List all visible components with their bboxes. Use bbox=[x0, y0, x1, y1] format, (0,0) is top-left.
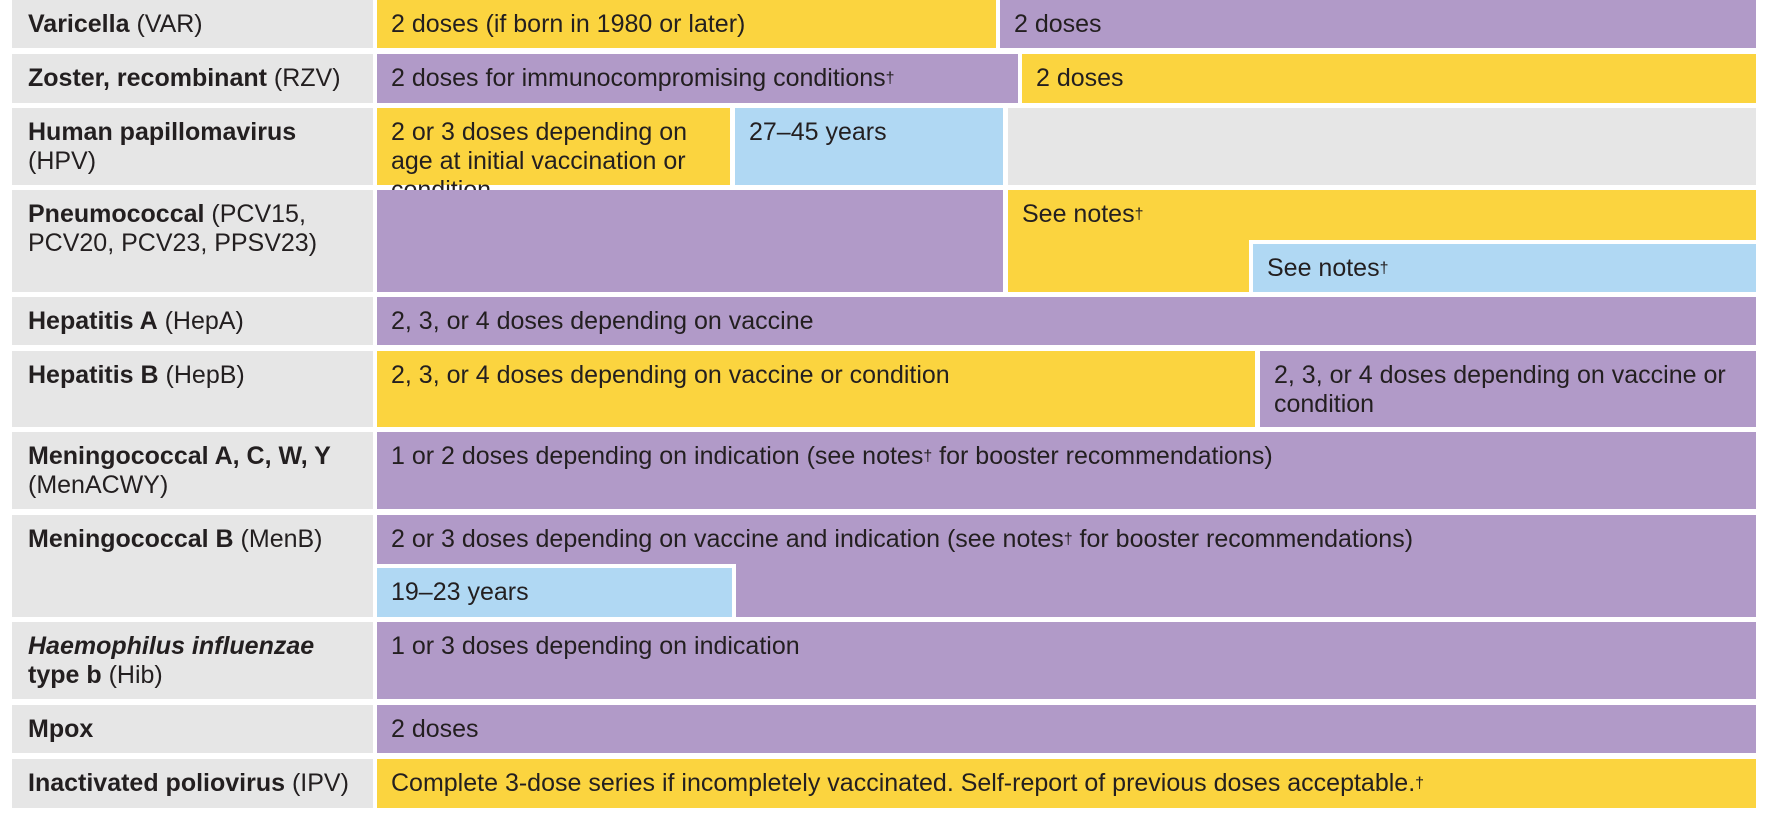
schedule-cell-shared: 27–45 years bbox=[735, 108, 1003, 185]
vaccine-abbreviation: (VAR) bbox=[136, 10, 203, 38]
dagger-footnote: † bbox=[1415, 775, 1425, 792]
cell-text: 1 or 3 doses depending on indication bbox=[391, 632, 800, 660]
table-row-varicella: Varicella (VAR) 2 doses (if born in 1980… bbox=[0, 0, 1773, 48]
table-row-pneumococcal: Pneumococcal (PCV15, PCV20, PCV23, PPSV2… bbox=[0, 190, 1773, 292]
schedule-cell-condition bbox=[377, 190, 1003, 292]
schedule-cell-shared: 19–23 years bbox=[373, 564, 736, 617]
vaccine-name: Meningococcal A, C, W, Y bbox=[28, 442, 331, 470]
vaccine-abbreviation: (HepA) bbox=[164, 307, 244, 335]
cell-text: 2 or 3 doses depending on age at initial… bbox=[391, 118, 688, 204]
vaccine-abbreviation: (HepB) bbox=[165, 361, 245, 389]
dagger-footnote: † bbox=[923, 448, 933, 465]
table-row-zoster: Zoster, recombinant (RZV) 2 doses for im… bbox=[0, 54, 1773, 103]
cell-text: for booster recommendations) bbox=[932, 442, 1273, 470]
vaccine-name-menacwy: Meningococcal A, C, W, Y (MenACWY) bbox=[12, 432, 373, 509]
vaccine-name: Haemophilus influenzae bbox=[28, 632, 315, 660]
vaccine-name: Meningococcal B bbox=[28, 525, 234, 553]
cell-text: 2 or 3 doses depending on vaccine and in… bbox=[391, 525, 1064, 553]
cell-text: 27–45 years bbox=[749, 118, 887, 146]
vaccine-name: Hepatitis B bbox=[28, 361, 159, 389]
schedule-cell-condition: 2, 3, or 4 doses depending on vaccine bbox=[377, 297, 1756, 345]
dagger-footnote: † bbox=[1063, 531, 1073, 548]
cell-text: See notes bbox=[1022, 200, 1135, 228]
vaccine-name-hib: Haemophilus influenzae type b (Hib) bbox=[12, 622, 373, 699]
table-row-hepatitis-b: Hepatitis B (HepB) 2, 3, or 4 doses depe… bbox=[0, 351, 1773, 427]
vaccine-name-varicella: Varicella (VAR) bbox=[12, 0, 373, 48]
vaccine-name-ipv: Inactivated poliovirus (IPV) bbox=[12, 759, 373, 808]
vaccine-abbreviation: (MenACWY) bbox=[28, 471, 169, 499]
vaccine-abbreviation: (Hib) bbox=[108, 661, 163, 689]
cell-text: 19–23 years bbox=[391, 578, 529, 606]
vaccine-abbreviation: (HPV) bbox=[28, 147, 97, 175]
vaccine-name-pneumococcal: Pneumococcal (PCV15, PCV20, PCV23, PPSV2… bbox=[12, 190, 373, 292]
vaccine-name: Mpox bbox=[28, 715, 94, 743]
cell-text: 2 doses bbox=[1036, 64, 1124, 92]
cell-text: 2 doses for immunocompromising condition… bbox=[391, 64, 886, 92]
vaccine-name: Varicella bbox=[28, 10, 130, 38]
schedule-cell-condition: 2 doses for immunocompromising condition… bbox=[377, 54, 1018, 103]
vaccine-name-hepatitis-a: Hepatitis A (HepA) bbox=[12, 297, 373, 345]
cell-text: 2, 3, or 4 doses depending on vaccine bbox=[391, 307, 814, 335]
cell-text: See notes bbox=[1267, 254, 1380, 282]
dagger-footnote: † bbox=[1134, 206, 1144, 223]
vaccine-name-zoster: Zoster, recombinant (RZV) bbox=[12, 54, 373, 103]
vaccine-abbreviation: (MenB) bbox=[240, 525, 323, 553]
schedule-cell-routine: Complete 3-dose series if incompletely v… bbox=[377, 759, 1756, 808]
cell-text: 2, 3, or 4 doses depending on vaccine or… bbox=[1274, 361, 1726, 418]
cell-text: 1 or 2 doses depending on indication (se… bbox=[391, 442, 924, 470]
schedule-cell-condition: 1 or 2 doses depending on indication (se… bbox=[377, 432, 1756, 509]
table-row-hib: Haemophilus influenzae type b (Hib) 1 or … bbox=[0, 622, 1773, 699]
schedule-cell-routine: 2 doses (if born in 1980 or later) bbox=[377, 0, 996, 48]
vaccine-name-hepatitis-b: Hepatitis B (HepB) bbox=[12, 351, 373, 427]
cell-text: for booster recommendations) bbox=[1072, 525, 1414, 553]
table-row-mpox: Mpox 2 doses bbox=[0, 705, 1773, 753]
schedule-cell-routine: 2 or 3 doses depending on age at initial… bbox=[377, 108, 730, 204]
vaccine-name: Zoster, recombinant bbox=[28, 64, 267, 92]
table-row-menb: Meningococcal B (MenB) 2 or 3 doses depe… bbox=[0, 515, 1773, 617]
schedule-cell-condition: 2 doses bbox=[1000, 0, 1756, 48]
schedule-cell-condition: 1 or 3 doses depending on indication bbox=[377, 622, 1756, 699]
table-row-menacwy: Meningococcal A, C, W, Y (MenACWY) 1 or 2… bbox=[0, 432, 1773, 509]
vaccine-name: Hepatitis A bbox=[28, 307, 158, 335]
cell-text: 2 doses bbox=[391, 715, 479, 743]
cell-text: 2, 3, or 4 doses depending on vaccine or… bbox=[391, 361, 950, 389]
cell-text: Complete 3-dose series if incompletely v… bbox=[391, 769, 1416, 797]
vaccine-name-menb: Meningococcal B (MenB) bbox=[12, 515, 373, 617]
vaccine-name: Inactivated poliovirus bbox=[28, 769, 286, 797]
table-row-ipv: Inactivated poliovirus (IPV) Complete 3-… bbox=[0, 759, 1773, 808]
schedule-cell-condition: 2 doses bbox=[377, 705, 1756, 753]
table-row-hpv: Human papillomavirus (HPV) 2 or 3 doses … bbox=[0, 108, 1773, 204]
vaccine-name-continued: type b bbox=[28, 661, 102, 689]
schedule-cell-shared: See notes† bbox=[1249, 240, 1756, 292]
schedule-cell-routine: 2, 3, or 4 doses depending on vaccine or… bbox=[377, 351, 1255, 427]
vaccine-abbreviation: (IPV) bbox=[291, 769, 349, 797]
dagger-footnote: † bbox=[1379, 260, 1389, 277]
vaccine-name-mpox: Mpox bbox=[12, 705, 373, 753]
dagger-footnote: † bbox=[885, 70, 895, 87]
vaccine-name-hpv: Human papillomavirus (HPV) bbox=[12, 108, 373, 185]
cell-text: 2 doses (if born in 1980 or later) bbox=[391, 10, 746, 38]
vaccine-abbreviation: (PCV15, PCV20, PCV23, PPSV23) bbox=[28, 200, 318, 257]
vaccine-name: Pneumococcal bbox=[28, 200, 205, 228]
cell-text: 2 doses bbox=[1014, 10, 1102, 38]
schedule-cell-none bbox=[1008, 108, 1756, 185]
schedule-cell-condition: 2, 3, or 4 doses depending on vaccine or… bbox=[1260, 351, 1756, 427]
vaccine-name: Human papillomavirus bbox=[28, 118, 297, 146]
schedule-cell-routine: 2 doses bbox=[1022, 54, 1756, 103]
vaccine-abbreviation: (RZV) bbox=[273, 64, 341, 92]
table-row-hepatitis-a: Hepatitis A (HepA) 2, 3, or 4 doses depe… bbox=[0, 297, 1773, 345]
